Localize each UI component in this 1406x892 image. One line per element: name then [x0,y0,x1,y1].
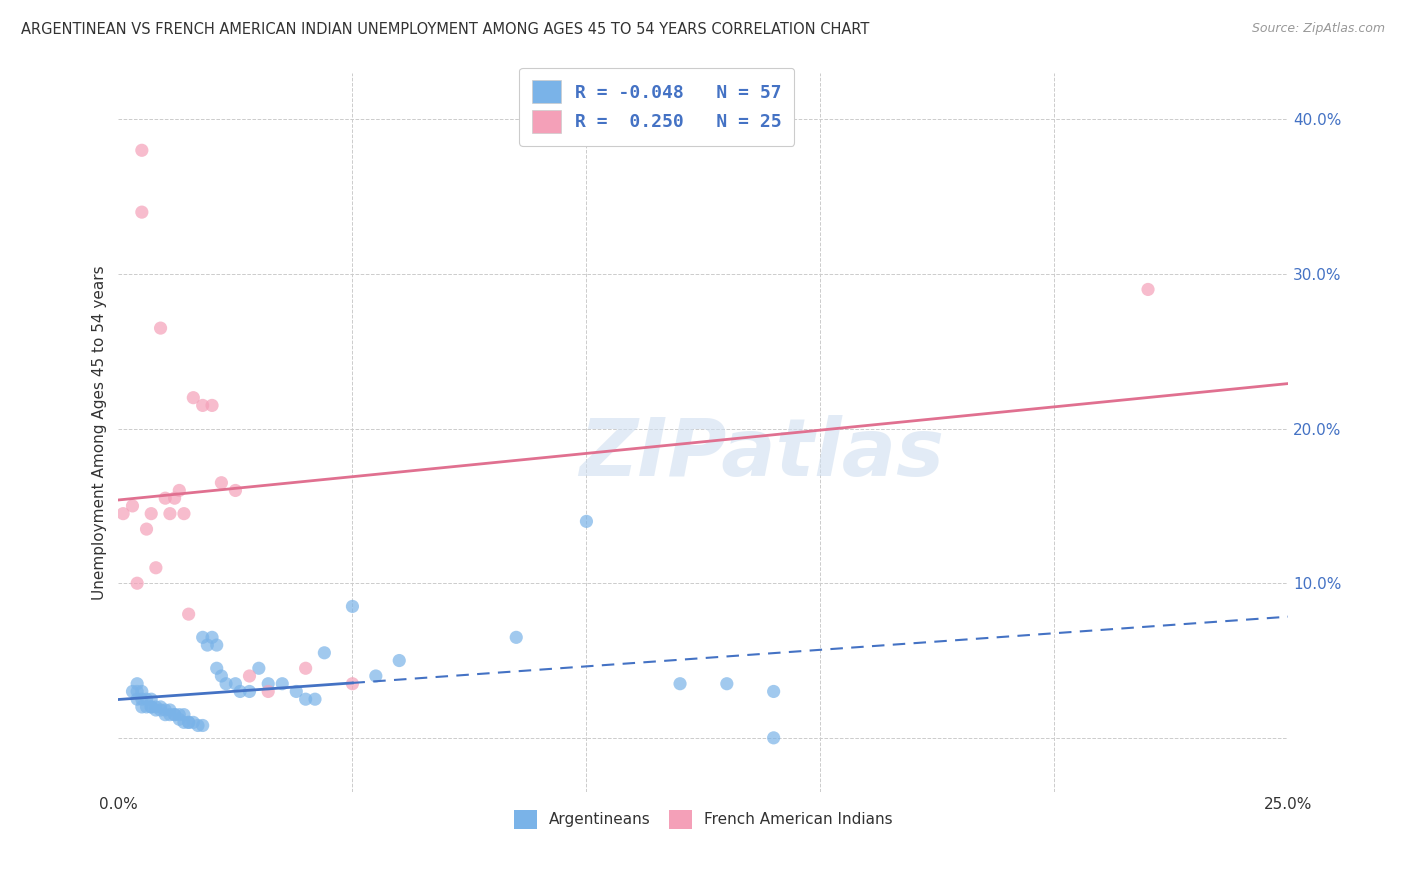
Point [173,715,195,730]
Point [121,499,143,513]
Point [173,707,195,722]
Point [181,715,204,730]
Point [257,677,280,691]
Point [149,703,172,717]
Point [145,703,167,717]
Point [191,718,214,732]
Text: ARGENTINEAN VS FRENCH AMERICAN INDIAN UNEMPLOYMENT AMONG AGES 45 TO 54 YEARS COR: ARGENTINEAN VS FRENCH AMERICAN INDIAN UN… [21,22,869,37]
Point [163,707,186,722]
Point [141,507,163,521]
Point [127,576,149,591]
Point [141,700,163,714]
Point [127,692,149,706]
Point [342,677,364,691]
Point [271,677,294,691]
Legend: Argentineans, French American Indians: Argentineans, French American Indians [508,804,898,835]
Point [121,684,143,698]
Point [159,507,181,521]
Point [131,143,153,157]
Point [141,700,163,714]
Point [149,700,172,714]
Point [127,684,149,698]
Point [388,654,411,668]
Point [131,684,153,698]
Point [177,715,200,730]
Point [177,715,200,730]
Point [145,561,167,575]
Point [135,700,157,714]
Point [159,707,181,722]
Point [229,684,252,698]
Point [575,515,598,529]
Point [669,677,692,691]
Text: ZIPatlas: ZIPatlas [579,415,945,493]
Point [716,677,738,691]
Point [159,703,181,717]
Point [173,507,195,521]
Point [215,677,238,691]
Point [205,661,228,675]
Point [145,700,167,714]
Point [209,475,232,490]
Point [127,677,149,691]
Point [364,669,387,683]
Text: Source: ZipAtlas.com: Source: ZipAtlas.com [1251,22,1385,36]
Point [131,700,153,714]
Point [163,707,186,722]
Point [257,684,280,698]
Point [191,631,214,645]
Point [131,692,153,706]
Point [177,607,200,622]
Point [181,391,204,405]
Point [238,684,260,698]
Point [169,712,191,726]
Point [155,703,177,717]
Point [505,631,527,645]
Point [247,661,270,675]
Point [187,718,209,732]
Point [238,669,260,683]
Point [1137,282,1160,296]
Point [195,638,218,652]
Point [314,646,336,660]
Point [163,491,186,506]
Point [135,522,157,536]
Point [155,491,177,506]
Y-axis label: Unemployment Among Ages 45 to 54 years: Unemployment Among Ages 45 to 54 years [93,265,107,599]
Point [224,483,246,498]
Point [201,631,224,645]
Point [205,638,228,652]
Point [135,692,157,706]
Point [191,398,214,412]
Point [141,692,163,706]
Point [762,684,785,698]
Point [112,507,135,521]
Point [762,731,785,745]
Point [342,599,364,614]
Point [169,483,191,498]
Point [304,692,326,706]
Point [201,398,224,412]
Point [155,707,177,722]
Point [294,661,316,675]
Point [224,677,246,691]
Point [149,321,172,335]
Point [131,205,153,219]
Point [285,684,308,698]
Point [169,707,191,722]
Point [209,669,232,683]
Point [294,692,316,706]
